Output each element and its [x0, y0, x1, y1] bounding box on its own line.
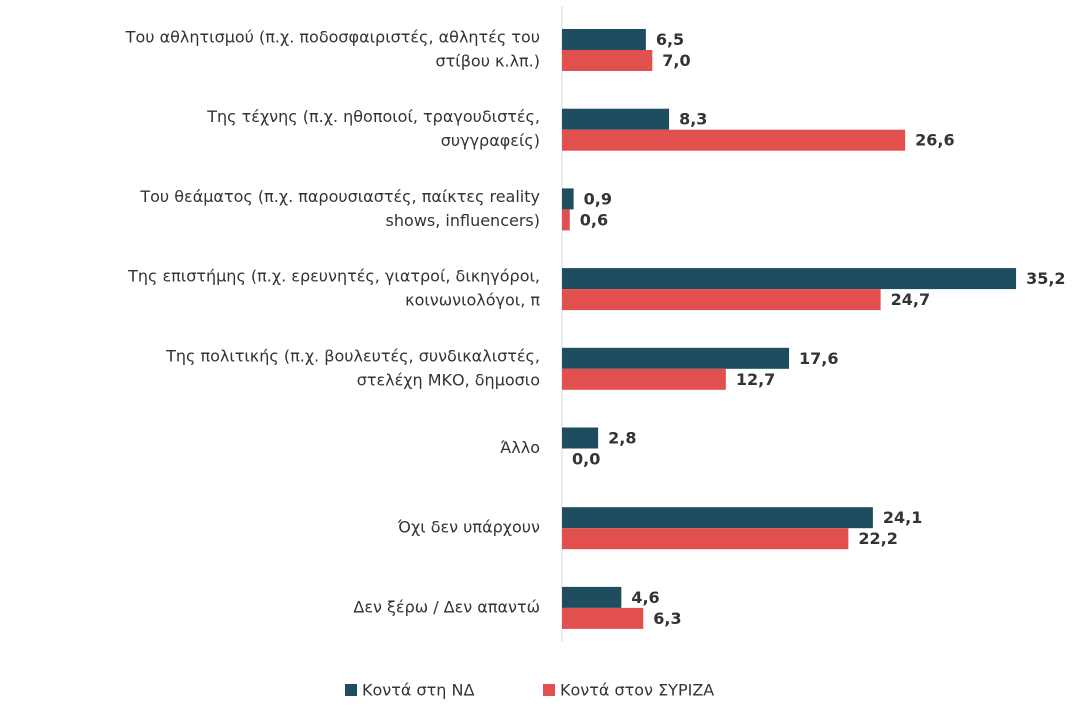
value-label: 8,3	[679, 110, 707, 129]
value-label: 6,3	[653, 609, 681, 628]
legend-swatch	[345, 684, 357, 696]
bar	[562, 188, 574, 210]
value-label: 0,0	[572, 450, 600, 469]
bar	[562, 29, 646, 50]
value-label: 22,2	[858, 529, 897, 548]
legend-swatch	[543, 684, 555, 696]
category-label: Της τέχνης (π.χ. ηθοποιοί, τραγουδιστές,	[206, 107, 540, 126]
category-label: στίβου κ.λπ.)	[436, 52, 540, 71]
category-label: κοινωνιολόγοι, π	[405, 291, 540, 310]
value-label: 2,8	[608, 429, 636, 448]
category-label: Δεν ξέρω / Δεν απαντώ	[353, 597, 540, 616]
category-label: στελέχη ΜΚΟ, δημοσιο	[357, 370, 540, 389]
value-label: 0,9	[584, 189, 612, 208]
category-label: Άλλο	[500, 438, 540, 457]
bar	[562, 289, 881, 311]
bar	[562, 268, 1017, 290]
bar	[562, 347, 790, 369]
category-label: Όχι δεν υπάρχουν	[397, 518, 540, 537]
bar	[562, 507, 873, 529]
bar	[562, 586, 622, 608]
category-label: Της πολιτικής (π.χ. βουλευτές, συνδικαλι…	[165, 346, 540, 365]
value-label: 26,6	[915, 131, 954, 150]
bar	[562, 108, 670, 130]
value-label: 12,7	[736, 370, 775, 389]
value-label: 7,0	[662, 51, 690, 70]
bar	[562, 528, 849, 550]
bar	[562, 368, 726, 390]
bar	[562, 607, 644, 629]
category-label: shows, influencers)	[386, 211, 540, 230]
category-label: συγγραφείς)	[441, 131, 540, 150]
bar	[562, 129, 906, 151]
bar	[562, 50, 653, 71]
category-label: Του αθλητισμού (π.χ. ποδοσφαιριστές, αθλ…	[125, 28, 540, 47]
value-label: 17,6	[799, 349, 838, 368]
legend-label: Κοντά στη ΝΔ	[362, 681, 474, 700]
category-label: Του θεάματος (π.χ. παρουσιαστές, παίκτες…	[139, 187, 540, 206]
legend-label: Κοντά στον ΣΥΡΙΖΑ	[560, 681, 714, 700]
category-label: Της επιστήμης (π.χ. ερευνητές, γιατροί, …	[127, 267, 540, 286]
value-label: 24,7	[891, 290, 930, 309]
bar	[562, 427, 599, 449]
value-label: 24,1	[883, 508, 922, 527]
value-label: 4,6	[631, 588, 659, 607]
value-label: 0,6	[580, 210, 608, 229]
bar	[562, 209, 570, 231]
value-label: 6,5	[656, 30, 684, 49]
value-label: 35,2	[1026, 269, 1065, 288]
